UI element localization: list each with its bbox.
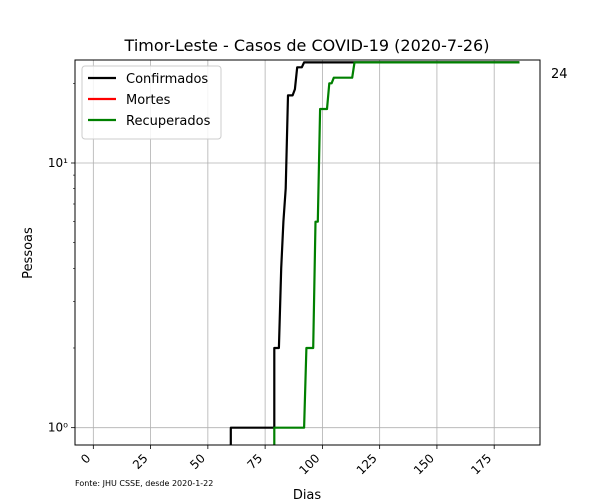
x-tick-label: 75 xyxy=(245,451,266,472)
x-tick-label: 100 xyxy=(296,451,322,477)
x-tick-label: 125 xyxy=(354,451,380,477)
series-line-recuperados xyxy=(273,61,520,445)
y-axis-label: Pessoas xyxy=(21,227,36,279)
y-ticks: 10⁰ 10¹ xyxy=(48,83,75,435)
x-tick-label: 150 xyxy=(411,451,437,477)
series-line-confirmados xyxy=(229,61,520,445)
y-tick-label: 10¹ xyxy=(48,156,68,170)
legend-label: Mortes xyxy=(126,93,171,108)
x-axis-label: Dias xyxy=(293,488,322,500)
x-tick-label: 175 xyxy=(468,451,494,477)
plot-frame xyxy=(74,59,541,446)
source-note: Fonte: JHU CSSE, desde 2020-1-22 xyxy=(75,479,213,488)
end-value-label: 24 xyxy=(551,67,568,82)
x-tick-label: 50 xyxy=(187,451,208,472)
legend-box xyxy=(81,65,222,140)
chart-title: Timor-Leste - Casos de COVID-19 (2020-7-… xyxy=(124,36,490,55)
x-tick-label: 25 xyxy=(130,451,151,472)
series-group xyxy=(229,61,520,445)
x-tick-label: 0 xyxy=(78,451,93,466)
y-tick-label: 10⁰ xyxy=(48,421,68,435)
x-ticks: 0 25 50 75 100 125 150 175 xyxy=(78,445,495,477)
legend-label: Confirmados xyxy=(126,72,208,87)
legend-label: Recuperados xyxy=(126,114,211,129)
legend: Confirmados Mortes Recuperados xyxy=(81,65,222,140)
